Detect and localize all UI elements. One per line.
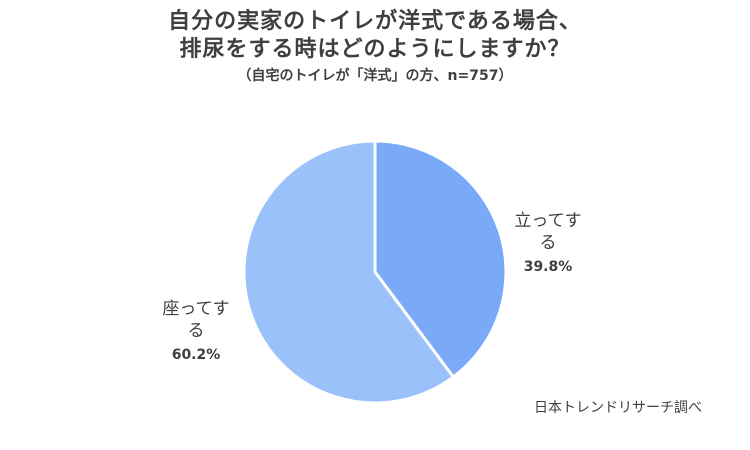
pie-slice-standing [373,139,508,379]
slice-name-sitting: 座ってする [162,299,230,341]
slice-label-sitting: 座ってする 60.2% [156,298,236,365]
slice-value-sitting: 60.2% [171,347,221,363]
source-credit: 日本トレンドリサーチ調べ [534,400,702,416]
title-line-1: 自分の実家のトイレが洋式である場合、 [168,9,582,34]
chart-subtitle: （自宅のトイレが「洋式」の方、n=757） [237,68,513,84]
slice-name-standing: 立ってする [514,211,582,253]
pie-slice-sitting [242,139,455,405]
title-line-2: 排尿をする時はどのようにしますか？ [179,37,571,62]
slice-value-standing: 39.8% [523,259,573,275]
chart-title: 自分の実家のトイレが洋式である場合、 排尿をする時はどのようにしますか？ （自宅… [0,8,750,86]
slice-label-standing: 立ってする 39.8% [508,210,588,277]
